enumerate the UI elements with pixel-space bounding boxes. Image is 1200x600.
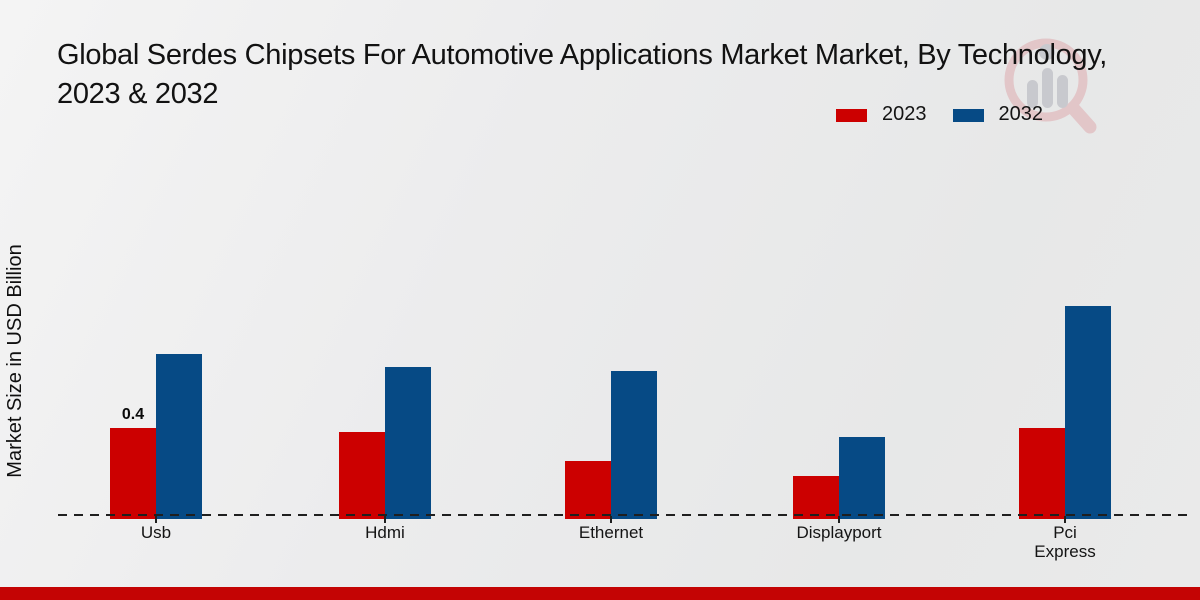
bar-value-label-usb-2023: 0.4: [121, 406, 145, 423]
category-label-displayport: Displayport: [796, 523, 882, 542]
legend: 2023 2032: [836, 103, 1043, 126]
bar-2032-displayport: [839, 436, 885, 519]
bar-2032-hdmi: [385, 367, 431, 519]
footer-accent-bar: [0, 587, 1200, 600]
page-title: Global Serdes Chipsets For Automotive Ap…: [57, 39, 1108, 110]
category-label-pci-express: Pci Express: [1034, 523, 1096, 561]
bar-2023-ethernet: [565, 460, 611, 519]
bar-2032-usb: [156, 354, 202, 519]
bar-2023-pci-express: [1019, 428, 1065, 519]
bar-2023-hdmi: [339, 432, 385, 519]
bar-2032-ethernet: [611, 371, 657, 519]
bar-2023-displayport: [793, 475, 839, 519]
axis-tick-displayport: [838, 516, 840, 523]
category-label-hdmi: Hdmi: [365, 523, 405, 542]
category-label-ethernet: Ethernet: [578, 523, 644, 542]
category-label-usb: Usb: [140, 523, 172, 542]
axis-tick-usb: [155, 516, 157, 523]
bar-2023-usb: [110, 428, 156, 519]
axis-tick-pci-express: [1064, 516, 1066, 523]
legend-label-2032: 2032: [998, 103, 1044, 125]
legend-swatch-2032: [952, 109, 984, 122]
legend-item-2023: 2023: [836, 103, 927, 126]
x-axis-baseline: [58, 514, 1188, 516]
bar-2032-pci-express: [1065, 306, 1111, 519]
legend-swatch-2023: [836, 109, 867, 122]
legend-item-2032: 2032: [952, 103, 1044, 126]
legend-label-2023: 2023: [882, 103, 927, 125]
axis-tick-ethernet: [610, 516, 612, 523]
magnifier-bar-chart-logo-icon: [1004, 38, 1097, 134]
axis-tick-hdmi: [384, 516, 386, 523]
